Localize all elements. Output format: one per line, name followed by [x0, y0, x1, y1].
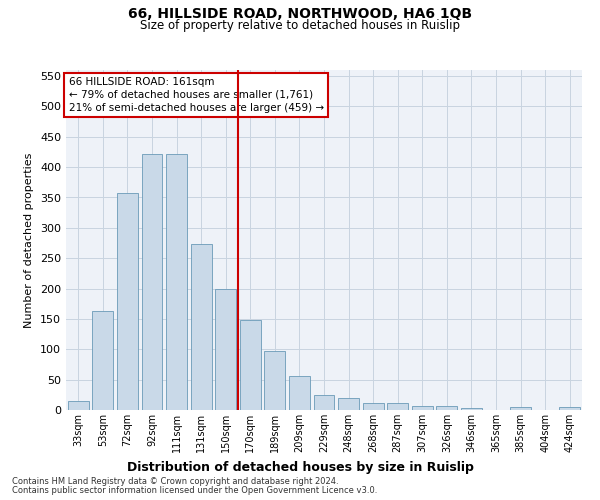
Bar [461, 408, 482, 410]
Bar [510, 407, 531, 410]
Bar [289, 376, 310, 410]
Text: 66, HILLSIDE ROAD, NORTHWOOD, HA6 1QB: 66, HILLSIDE ROAD, NORTHWOOD, HA6 1QB [128, 8, 472, 22]
Text: Contains public sector information licensed under the Open Government Licence v3: Contains public sector information licen… [12, 486, 377, 495]
Bar [240, 320, 261, 410]
Bar [117, 193, 138, 410]
Bar [265, 351, 286, 410]
Bar [412, 406, 433, 410]
Text: Distribution of detached houses by size in Ruislip: Distribution of detached houses by size … [127, 461, 473, 474]
Bar [191, 244, 212, 410]
Bar [314, 395, 334, 410]
Bar [436, 406, 457, 410]
Bar [559, 407, 580, 410]
Bar [142, 154, 163, 410]
Bar [92, 311, 113, 410]
Bar [215, 288, 236, 410]
Bar [362, 402, 383, 410]
Text: Contains HM Land Registry data © Crown copyright and database right 2024.: Contains HM Land Registry data © Crown c… [12, 477, 338, 486]
Text: Size of property relative to detached houses in Ruislip: Size of property relative to detached ho… [140, 19, 460, 32]
Bar [338, 398, 359, 410]
Text: 66 HILLSIDE ROAD: 161sqm
← 79% of detached houses are smaller (1,761)
21% of sem: 66 HILLSIDE ROAD: 161sqm ← 79% of detach… [68, 77, 324, 113]
Bar [387, 402, 408, 410]
Y-axis label: Number of detached properties: Number of detached properties [25, 152, 34, 328]
Bar [166, 154, 187, 410]
Bar [68, 401, 89, 410]
